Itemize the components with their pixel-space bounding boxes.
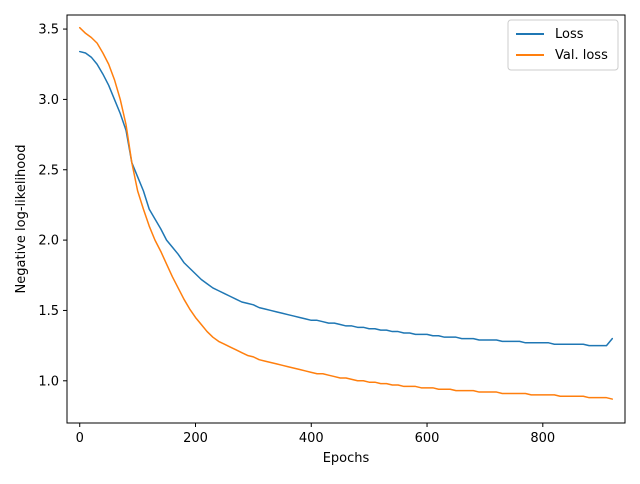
y-tick-label: 2.0	[38, 234, 59, 249]
series-line-loss	[78, 50, 614, 347]
legend-label-loss: Loss	[555, 27, 584, 42]
y-axis-label: Negative log-likelihood	[14, 145, 29, 294]
x-tick-label: 200	[183, 431, 208, 446]
y-tick-label: 1.0	[38, 374, 59, 389]
x-axis-label: Epochs	[323, 451, 370, 466]
x-tick-label: 800	[530, 431, 555, 446]
x-axis: 0 200 400 600 800	[76, 423, 555, 446]
plot-frame	[66, 14, 626, 424]
y-axis: 1.0 1.5 2.0 2.5 3.0 3.5	[38, 23, 67, 389]
x-tick-label: 0	[76, 431, 84, 446]
y-tick-label: 2.5	[38, 163, 59, 178]
legend-label-val-loss: Val. loss	[555, 48, 608, 63]
y-tick-label: 3.5	[38, 23, 59, 38]
y-tick-label: 1.5	[38, 304, 59, 319]
series-layer	[78, 26, 614, 400]
legend: Loss Val. loss	[507, 19, 619, 71]
x-tick-label: 400	[299, 431, 324, 446]
legend-box	[507, 19, 619, 71]
y-tick-label: 3.0	[38, 93, 59, 108]
series-line-val-loss	[78, 26, 614, 400]
x-tick-label: 600	[415, 431, 440, 446]
